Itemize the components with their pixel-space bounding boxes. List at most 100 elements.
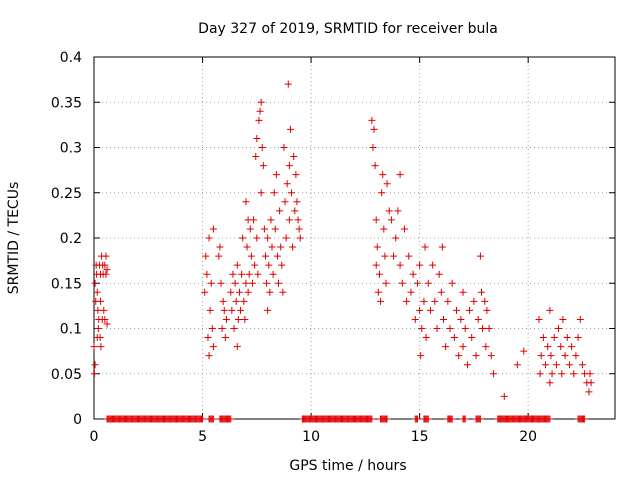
- data-point: [468, 334, 476, 342]
- data-point: [277, 243, 285, 251]
- data-point: [396, 171, 404, 179]
- data-point: [246, 225, 254, 233]
- data-point: [482, 343, 490, 351]
- data-point: [254, 270, 262, 278]
- data-point: [417, 352, 425, 360]
- data-point: [103, 266, 111, 274]
- data-point: [103, 320, 111, 328]
- data-point: [257, 189, 265, 197]
- data-point: [205, 352, 213, 360]
- data-point: [418, 325, 426, 332]
- data-point: [407, 288, 415, 296]
- data-point: [409, 270, 417, 278]
- data-point: [479, 325, 487, 332]
- x-tick-label: 15: [411, 429, 429, 445]
- data-point: [90, 343, 98, 351]
- data-point: [457, 315, 465, 323]
- data-point: [487, 352, 495, 360]
- data-point: [257, 98, 265, 106]
- data-point: [264, 234, 272, 242]
- data-point: [550, 334, 558, 342]
- data-point: [250, 216, 258, 224]
- data-point: [264, 306, 272, 314]
- data-point: [548, 370, 556, 378]
- data-point: [278, 261, 286, 269]
- data-point: [377, 297, 385, 305]
- zero-point: [413, 415, 421, 423]
- data-point: [396, 261, 404, 269]
- data-point: [568, 343, 576, 351]
- data-point: [405, 252, 413, 260]
- data-point: [474, 315, 482, 323]
- data-point: [233, 261, 241, 269]
- data-point: [392, 234, 400, 242]
- data-point: [585, 388, 593, 396]
- data-point: [97, 343, 105, 351]
- data-point: [398, 279, 406, 287]
- data-point: [260, 225, 268, 233]
- data-point: [288, 189, 296, 197]
- data-point: [387, 216, 395, 224]
- data-point: [280, 144, 288, 151]
- data-point: [243, 243, 251, 251]
- data-point: [269, 270, 277, 278]
- data-point: [285, 162, 293, 170]
- data-point: [227, 288, 235, 296]
- data-point: [470, 297, 478, 305]
- data-point: [546, 306, 554, 314]
- data-point: [572, 352, 580, 360]
- data-point: [453, 306, 461, 314]
- data-point: [265, 261, 273, 269]
- data-point: [565, 361, 573, 369]
- data-point: [368, 116, 376, 124]
- data-point: [240, 297, 248, 305]
- data-point: [446, 325, 454, 332]
- data-point: [435, 270, 443, 278]
- chart-title: Day 327 of 2019, SRMTID for receiver bul…: [198, 21, 498, 37]
- data-point: [291, 207, 299, 215]
- data-point: [413, 279, 421, 287]
- x-tick-label: 10: [302, 429, 320, 445]
- zero-point: [461, 415, 469, 423]
- data-point: [237, 306, 245, 314]
- data-point: [94, 325, 102, 332]
- data-point: [416, 261, 424, 269]
- data-point: [266, 288, 274, 296]
- data-point: [546, 379, 554, 387]
- data-point: [285, 216, 293, 224]
- data-point: [253, 234, 261, 242]
- data-point: [273, 252, 281, 260]
- data-point: [536, 370, 544, 378]
- data-point: [208, 325, 216, 332]
- data-point: [442, 343, 450, 351]
- data-point: [245, 270, 253, 278]
- data-point: [235, 288, 243, 296]
- data-point: [586, 370, 594, 378]
- y-tick-label: 0.25: [51, 186, 82, 202]
- y-tick-label: 0.15: [51, 276, 82, 292]
- data-point: [221, 334, 229, 342]
- data-point: [271, 225, 279, 233]
- y-tick-label: 0.3: [60, 141, 82, 157]
- x-axis-label: GPS time / hours: [289, 458, 406, 474]
- zero-point: [448, 415, 456, 423]
- data-point: [281, 198, 289, 206]
- data-point: [372, 216, 380, 224]
- y-axis-label: SRMTID / TECUs: [6, 182, 22, 295]
- data-point: [296, 234, 304, 242]
- axis-ticks: 0 0.05 0.1 0.15 0.2 0.25 0.3 0.35 0.4 0 5 10 15 20: [51, 50, 615, 445]
- data-point: [209, 225, 217, 233]
- data-point: [547, 352, 555, 360]
- data-point: [259, 162, 267, 170]
- data-point: [233, 343, 241, 351]
- data-point: [542, 361, 550, 369]
- data-point: [272, 171, 280, 179]
- data-point: [97, 297, 105, 305]
- data-point: [381, 252, 389, 260]
- data-point: [255, 116, 263, 124]
- data-point: [102, 270, 110, 278]
- zero-point: [368, 415, 376, 423]
- zero-point: [476, 415, 484, 423]
- data-point: [268, 243, 276, 251]
